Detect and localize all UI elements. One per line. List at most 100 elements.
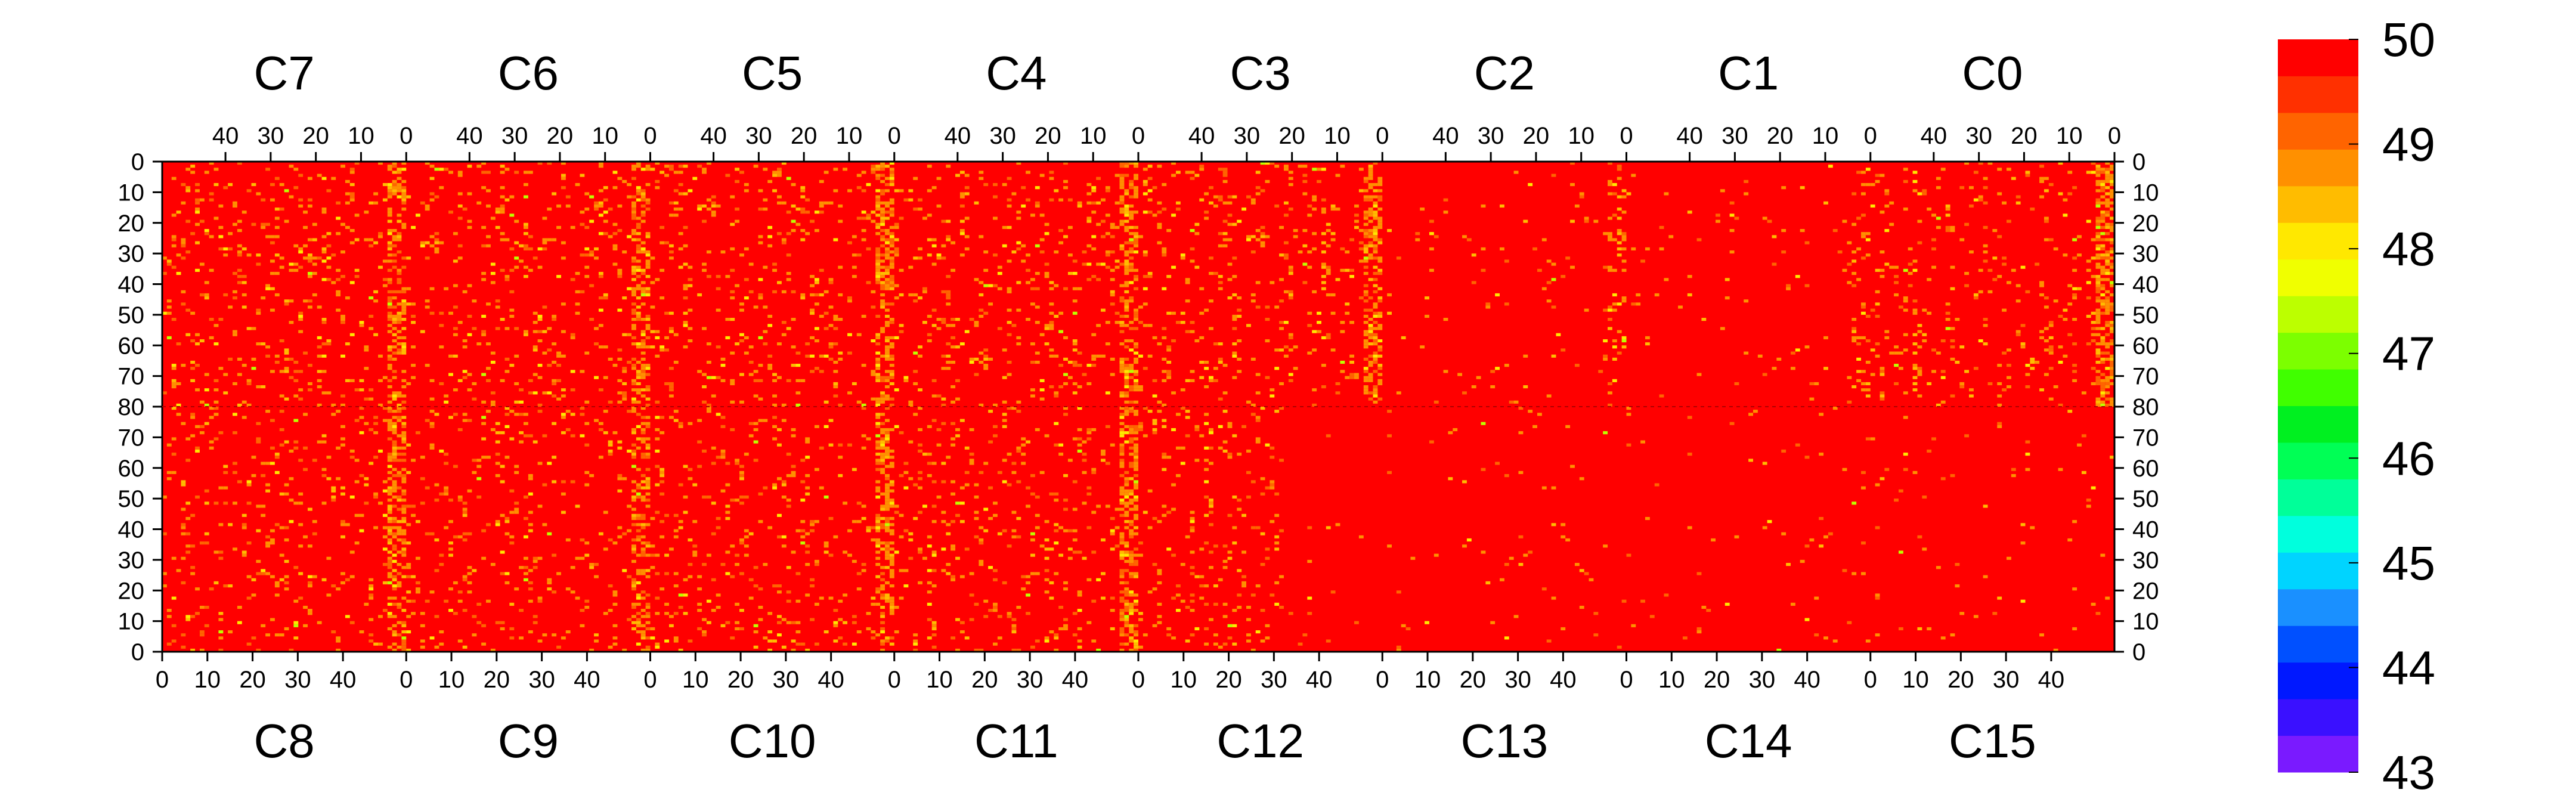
heatmap-cell xyxy=(1204,467,1209,471)
heatmap-cell xyxy=(1612,268,1617,272)
heatmap-cell xyxy=(1119,556,1125,560)
heatmap-cell xyxy=(1823,535,1828,538)
heatmap-cell xyxy=(612,431,618,435)
heatmap-cell xyxy=(1204,422,1209,425)
heatmap-cell xyxy=(1119,513,1125,517)
heatmap-cell xyxy=(1237,499,1242,502)
heatmap-cell xyxy=(345,342,350,346)
heatmap-cell xyxy=(678,192,683,196)
heatmap-cell xyxy=(814,293,819,297)
heatmap-cell xyxy=(660,467,665,471)
heatmap-cell xyxy=(1129,210,1134,214)
heatmap-cell xyxy=(983,507,989,511)
heatmap-cell xyxy=(1180,462,1185,465)
heatmap-cell xyxy=(336,290,341,293)
heatmap-cell xyxy=(364,238,369,242)
heatmap-cell xyxy=(429,244,435,247)
heatmap-cell xyxy=(349,281,355,284)
heatmap-cell xyxy=(608,645,613,649)
heatmap-cell xyxy=(795,364,801,367)
heatmap-cell xyxy=(702,633,707,637)
heatmap-cell xyxy=(885,495,890,499)
heatmap-cell xyxy=(401,553,407,557)
heatmap-cell xyxy=(941,244,946,247)
heatmap-cell xyxy=(373,431,379,435)
heatmap-cell xyxy=(979,293,984,297)
heatmap-cell xyxy=(1270,480,1275,484)
heatmap-cell xyxy=(1218,195,1223,199)
heatmap-cell xyxy=(401,440,407,444)
heatmap-cell xyxy=(969,357,974,361)
heatmap-cell xyxy=(514,413,519,416)
heatmap-cell xyxy=(983,354,989,358)
heatmap-cell xyxy=(1579,195,1584,199)
heatmap-cell xyxy=(875,268,881,272)
heatmap-cell xyxy=(1227,550,1233,554)
heatmap-cell xyxy=(1096,278,1101,281)
heatmap-cell xyxy=(640,168,646,171)
heatmap-cell xyxy=(640,213,646,217)
heatmap-cell xyxy=(1129,602,1134,606)
heatmap-cell xyxy=(486,523,491,527)
heatmap-cell xyxy=(504,516,510,521)
heatmap-cell xyxy=(1162,336,1167,339)
heatmap-cell xyxy=(162,572,167,575)
heatmap-cell xyxy=(673,529,679,532)
heatmap-cell xyxy=(880,179,886,183)
heatmap-cell xyxy=(1513,615,1519,618)
heatmap-cell xyxy=(594,575,599,578)
heatmap-cell xyxy=(1321,385,1326,389)
heatmap-cell xyxy=(1171,507,1176,511)
heatmap-cell xyxy=(279,256,284,260)
heatmap-cell xyxy=(1114,225,1120,230)
heatmap-cell xyxy=(608,443,613,447)
heatmap-cell xyxy=(800,195,806,199)
heatmap-cell xyxy=(1326,222,1331,226)
heatmap-cell xyxy=(1002,348,1007,352)
heatmap-cell xyxy=(744,182,749,187)
heatmap-cell xyxy=(1044,547,1049,551)
heatmap-cell xyxy=(397,550,402,554)
heatmap-cell xyxy=(387,192,392,196)
heatmap-cell xyxy=(1096,504,1101,508)
heatmap-cell xyxy=(524,265,528,269)
heatmap-cell xyxy=(786,253,791,257)
heatmap-cell xyxy=(1129,477,1134,481)
heatmap-cell xyxy=(321,177,327,180)
heatmap-cell xyxy=(1110,443,1115,447)
heatmap-cell xyxy=(378,379,383,382)
heatmap-cell xyxy=(889,198,894,202)
heatmap-cell xyxy=(1096,262,1101,266)
heatmap-cell xyxy=(462,538,467,542)
heatmap-cell xyxy=(1011,407,1017,410)
heatmap-cell xyxy=(861,434,866,438)
heatmap-cell xyxy=(777,535,782,538)
heatmap-cell xyxy=(959,253,965,257)
heatmap-cell xyxy=(181,480,186,484)
heatmap-cell xyxy=(401,385,407,389)
heatmap-cell xyxy=(1030,360,1035,364)
heatmap-cell xyxy=(777,584,782,588)
heatmap-cell xyxy=(1124,204,1129,208)
heatmap-cell xyxy=(293,636,299,640)
heatmap-cell xyxy=(950,578,956,581)
heatmap-cell xyxy=(979,403,984,407)
heatmap-cell xyxy=(852,621,857,624)
heatmap-cell xyxy=(1232,642,1237,646)
heatmap-cell xyxy=(369,388,374,392)
heatmap-cell xyxy=(1077,590,1082,594)
heatmap-cell xyxy=(612,593,618,597)
heatmap-cell xyxy=(387,581,392,584)
heatmap-cell xyxy=(810,584,815,588)
heatmap-cell xyxy=(828,419,834,422)
heatmap-cell xyxy=(369,462,374,465)
heatmap-cell xyxy=(1537,413,1542,416)
heatmap-cell xyxy=(697,293,702,297)
heatmap-cell xyxy=(838,618,843,621)
heatmap-cell xyxy=(744,296,749,300)
heatmap-cell xyxy=(1368,318,1373,321)
heatmap-cell xyxy=(298,501,304,505)
heatmap-cell xyxy=(1030,342,1035,346)
heatmap-cell xyxy=(918,407,922,410)
heatmap-cell xyxy=(969,618,974,621)
